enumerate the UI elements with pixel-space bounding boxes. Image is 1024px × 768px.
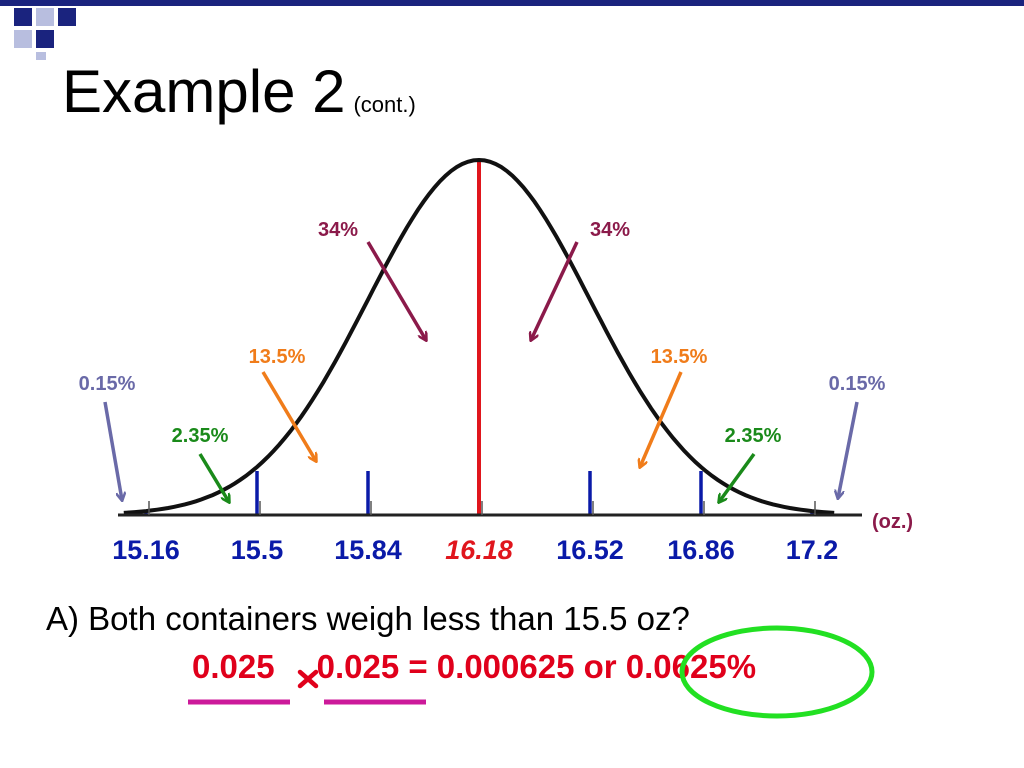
axis-tick-label: 16.52: [556, 535, 624, 565]
pct-label-0-15-left: 0.15%: [79, 373, 136, 395]
header-decoration: [0, 0, 1024, 60]
slide-title-main: Example 2: [62, 58, 346, 125]
pct-label-2-35-left: 2.35%: [172, 425, 229, 447]
header-square: [36, 30, 54, 48]
arrow-0-15-left: [103, 401, 122, 500]
axis-tick-label: 15.84: [334, 535, 402, 565]
factor-a: 0.025: [192, 648, 275, 685]
axis-tick-label: 17.2: [786, 535, 839, 565]
calculation-line: 0.025 0.025 = 0.000625 or 0.0625%: [192, 648, 756, 686]
arrow-13-5-left: [261, 371, 316, 461]
header-square: [36, 8, 54, 26]
axis-tick-label: 16.86: [667, 535, 735, 565]
bell-curve: [123, 157, 835, 515]
axis-tick-label: 16.18: [445, 535, 513, 565]
pct-label-34-left: 34%: [318, 219, 358, 241]
pct-label-13-5-left: 13.5%: [249, 346, 306, 368]
arrow-2-35-right: [719, 452, 756, 502]
header-square: [14, 8, 32, 26]
normal-distribution-diagram: 15.16 15.5 15.84 16.18 16.52 16.86 17.2 (oz.) …: [79, 157, 913, 565]
calc-result: = 0.000625 or: [408, 648, 617, 685]
arrow-34-right: [531, 241, 579, 340]
pct-label-2-35-right: 2.35%: [725, 425, 782, 447]
header-square: [36, 52, 46, 60]
question-text: A) Both containers weigh less than 15.5 …: [46, 600, 690, 637]
arrow-34-left: [366, 241, 426, 340]
pct-label-34-right: 34%: [590, 219, 630, 241]
factor-b: 0.025: [316, 648, 400, 685]
slide-title-sub: (cont.): [353, 92, 416, 117]
slide-title: Example 2 (cont.): [62, 62, 416, 122]
header-bar: [0, 0, 1024, 6]
header-square: [14, 30, 32, 48]
axis-tick-label: 15.5: [231, 535, 284, 565]
pct-label-0-15-right: 0.15%: [829, 373, 886, 395]
arrow-0-15-right: [838, 401, 859, 498]
arrow-2-35-left: [198, 453, 229, 502]
header-square: [58, 8, 76, 26]
arrow-13-5-right: [640, 371, 683, 467]
axis-tick-label: 15.16: [112, 535, 180, 565]
calc-percent: 0.0625%: [625, 648, 757, 685]
unit-label: (oz.): [872, 511, 913, 533]
pct-label-13-5-right: 13.5%: [651, 346, 708, 368]
